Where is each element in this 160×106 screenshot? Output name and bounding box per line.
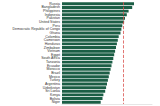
svg-text:Niger: Niger — [52, 100, 61, 104]
svg-text:Philippines: Philippines — [43, 9, 60, 14]
svg-text:Ghana: Ghana — [49, 31, 60, 35]
svg-text:Cameroon: Cameroon — [43, 38, 60, 43]
svg-text:Morocco: Morocco — [46, 67, 60, 72]
svg-text:Bangladesh: Bangladesh — [41, 5, 60, 10]
svg-text:Kenya: Kenya — [50, 92, 60, 97]
svg-text:Bolivia: Bolivia — [49, 96, 60, 101]
svg-text:Peru: Peru — [52, 23, 60, 28]
svg-text:Brazil: Brazil — [51, 71, 60, 75]
svg-text:Sri Lanka: Sri Lanka — [45, 89, 60, 94]
svg-text:Honduras: Honduras — [44, 41, 60, 46]
svg-text:Egypt: Egypt — [51, 52, 60, 57]
svg-text:Argentina: Argentina — [45, 82, 60, 86]
svg-text:Colombia: Colombia — [45, 34, 60, 39]
svg-text:Vietnam: Vietnam — [47, 49, 60, 54]
svg-text:Russia: Russia — [49, 1, 60, 6]
svg-text:South Africa: South Africa — [41, 56, 60, 61]
svg-text:Uzbekistan: Uzbekistan — [42, 85, 60, 90]
svg-text:Pakistan: Pakistan — [46, 16, 60, 21]
svg-text:Mexico: Mexico — [48, 74, 60, 79]
svg-text:Turkey: Turkey — [49, 78, 60, 83]
svg-text:Ecuador: Ecuador — [47, 63, 60, 68]
svg-text:Democratic Republic of Congo: Democratic Republic of Congo — [12, 27, 60, 32]
svg-text:United States: United States — [39, 20, 60, 24]
svg-text:Tanzania: Tanzania — [46, 60, 60, 65]
svg-text:Zimbabwe: Zimbabwe — [43, 45, 60, 50]
svg-text:Indonesia: Indonesia — [44, 12, 60, 17]
